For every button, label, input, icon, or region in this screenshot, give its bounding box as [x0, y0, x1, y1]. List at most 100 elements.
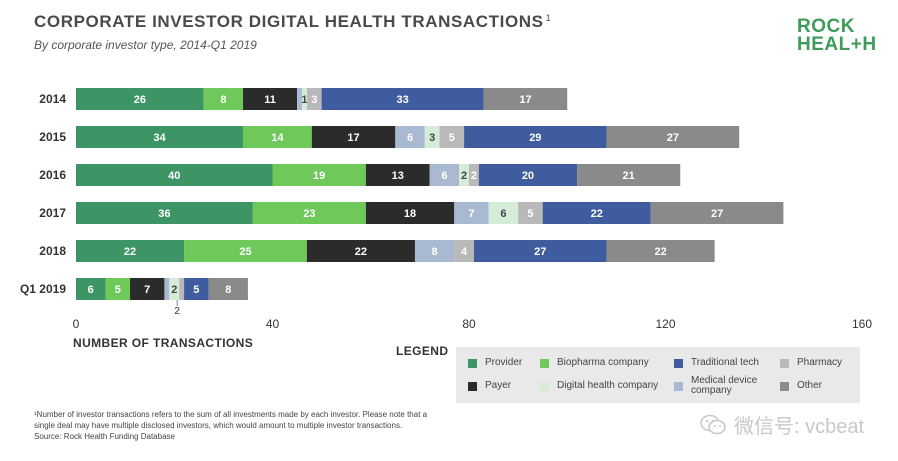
data-label: 5 [527, 208, 533, 220]
data-label: 2 [471, 170, 477, 182]
bar-segment [130, 278, 165, 300]
legend-swatch [540, 358, 549, 368]
bar-segment [439, 126, 465, 148]
rock-health-logo: ROCK HEAL+H [797, 16, 877, 55]
data-label: 22 [591, 208, 603, 220]
chart-subtitle: By corporate investor type, 2014-Q1 2019 [34, 38, 257, 52]
bar-segment [184, 278, 209, 300]
bar-segment [321, 88, 484, 110]
bar-segment [76, 88, 204, 110]
category-label: 2014 [39, 92, 66, 106]
footnote: ¹Number of investor transactions refers … [34, 410, 428, 441]
data-label: 4 [461, 246, 468, 258]
bar-segment [606, 126, 740, 148]
bar-segment [76, 240, 185, 262]
legend-swatch [780, 358, 789, 368]
legend-label: Biopharma company [557, 357, 649, 368]
bar-segment [76, 278, 106, 300]
bar-segment [179, 278, 185, 300]
data-label: 23 [303, 208, 315, 220]
legend-swatch [468, 358, 477, 368]
data-label: 18 [404, 208, 416, 220]
chart-title: CORPORATE INVESTOR DIGITAL HEALTH TRANSA… [34, 12, 552, 31]
data-label: 6 [500, 208, 506, 220]
legend-item: Provider [468, 358, 522, 368]
data-label: 29 [529, 132, 541, 144]
category-label: 2018 [39, 244, 66, 258]
legend-swatch [540, 381, 549, 391]
data-label: 34 [153, 132, 166, 144]
bar-segment [650, 202, 784, 224]
bar-segment [76, 202, 253, 224]
data-label: 2 [461, 170, 467, 182]
bar-segment [464, 126, 607, 148]
bar-segment [478, 164, 578, 186]
watermark-text: 微信号: vcbeat [734, 416, 865, 438]
legend-item: Pharmacy [780, 358, 842, 368]
legend-label: Medical device company [691, 375, 758, 396]
wechat-icon [700, 414, 726, 434]
bar-segment [76, 126, 244, 148]
data-label: 27 [534, 246, 546, 258]
data-label: 40 [168, 170, 180, 182]
bar-segment [577, 164, 681, 186]
bar-segment [169, 278, 180, 300]
legend-item: Digital health company [540, 381, 658, 391]
legend-label: Provider [485, 357, 523, 368]
bar-segment [429, 164, 460, 186]
data-label: 3 [311, 94, 317, 106]
bar-segment [488, 202, 519, 224]
bar-segment [542, 202, 651, 224]
bar-segment [272, 164, 366, 186]
data-label: 6 [441, 170, 447, 182]
legend-label: Digital health company [557, 380, 659, 391]
x-axis-title: NUMBER OF TRANSACTIONS [73, 336, 254, 350]
data-label: 27 [667, 132, 679, 144]
bar-segment [306, 240, 415, 262]
data-label: 7 [144, 284, 150, 296]
legend-label: Other [797, 380, 823, 391]
data-label: 8 [225, 284, 231, 296]
legend-item: Medical device company [674, 376, 759, 396]
data-label: 5 [193, 284, 199, 296]
bar-segment [208, 278, 248, 300]
data-label: 25 [239, 246, 251, 258]
legend-label: Pharmacy [797, 357, 843, 368]
bar-segment [184, 240, 307, 262]
category-label: 2016 [39, 168, 66, 182]
bar-segment [243, 88, 298, 110]
legend-swatch [468, 381, 477, 391]
bar-segment [164, 278, 170, 300]
bar-segment [469, 164, 479, 186]
bar-segment [243, 126, 312, 148]
bar-segment [306, 88, 322, 110]
data-label: 27 [711, 208, 723, 220]
x-tick-label: 120 [655, 317, 675, 331]
bar-segment [414, 240, 455, 262]
bar-segment [297, 88, 302, 110]
bar-segment [606, 240, 715, 262]
data-label: 6 [407, 132, 413, 144]
data-label: 5 [115, 284, 121, 296]
legend: Provider Payer Biopharma company Digital he… [456, 347, 860, 403]
data-label: 17 [519, 94, 531, 106]
data-label: 21 [623, 170, 635, 182]
data-label: 22 [654, 246, 666, 258]
legend-label: Traditional tech [691, 357, 759, 368]
legend-swatch [674, 358, 683, 368]
x-tick-label: 160 [852, 317, 872, 331]
data-label: 36 [158, 208, 170, 220]
data-label: 8 [432, 246, 438, 258]
legend-title: LEGEND [396, 344, 449, 358]
bar-segment [301, 88, 307, 110]
legend-label: Payer [485, 380, 512, 391]
bar-segment [203, 88, 244, 110]
legend-item: Traditional tech [674, 358, 759, 368]
bar-segment [252, 202, 366, 224]
bar-segment [518, 202, 543, 224]
bar-segment [459, 164, 469, 186]
annotation-label: 2 [174, 306, 180, 317]
data-label: 19 [313, 170, 325, 182]
bar-segment [105, 278, 131, 300]
